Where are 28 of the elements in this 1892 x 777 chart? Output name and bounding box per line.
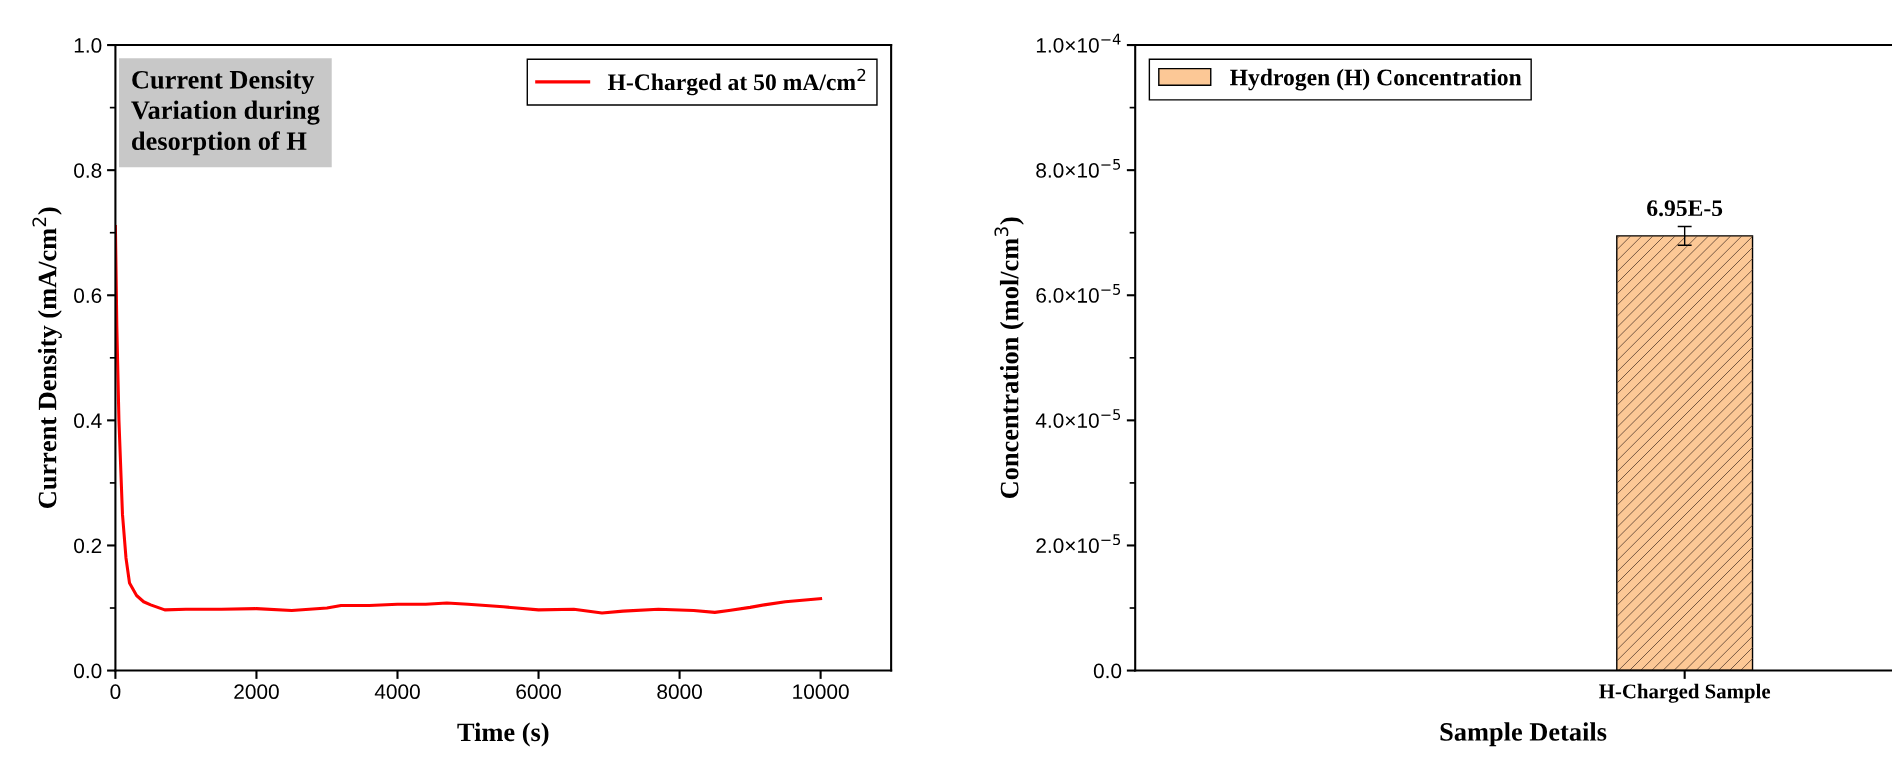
y-tick-label: 6.0×10$^{−5}$	[1036, 284, 1121, 303]
y-tick-label: 1.0	[74, 38, 102, 53]
y-tick-label: 0.0	[74, 663, 102, 679]
y-tick-label: 0.6	[74, 288, 102, 304]
y-tick-label: 8.0×10$^{−5}$	[1036, 158, 1121, 178]
data-label: 6.95E-5	[1647, 200, 1723, 217]
x-axis-title: Time (s)	[457, 722, 549, 747]
y-tick-label: 0.0	[1093, 663, 1122, 679]
legend-label: H-Charged at 50 mA/cm$^{2}$	[607, 68, 866, 96]
x-tick-label: 2000	[234, 684, 279, 700]
y-tick-label: 2.0×10$^{−5}$	[1036, 534, 1121, 554]
annotation: Current Density Variation during desorption of H	[131, 70, 320, 156]
x-tick-label: 10000	[793, 684, 849, 700]
y-tick-label: 1.0×10$^{−4}$	[1036, 33, 1121, 53]
y-axis-title: Current Density (mA/cm$^{2}$)	[32, 207, 62, 508]
x-tick-label: H-Charged Sample	[1599, 683, 1771, 703]
line-series	[115, 224, 823, 615]
x-axis-title: Sample Details	[1440, 722, 1607, 747]
x-tick-label: 4000	[374, 684, 420, 700]
y-tick-label: 0.2	[74, 538, 102, 554]
y-axis-title: Concentration (mol/cm$^{3}$)	[994, 217, 1024, 499]
x-tick-label: 6000	[516, 684, 561, 700]
y-tick-label: 0.8	[74, 163, 102, 178]
legend-label: Hydrogen (H) Concentration	[1230, 68, 1522, 91]
y-tick-label: 4.0×10$^{−5}$	[1035, 409, 1121, 428]
x-tick-label: 0	[110, 684, 121, 700]
x-tick-label: 8000	[657, 684, 702, 700]
y-tick-label: 0.4	[74, 413, 102, 429]
